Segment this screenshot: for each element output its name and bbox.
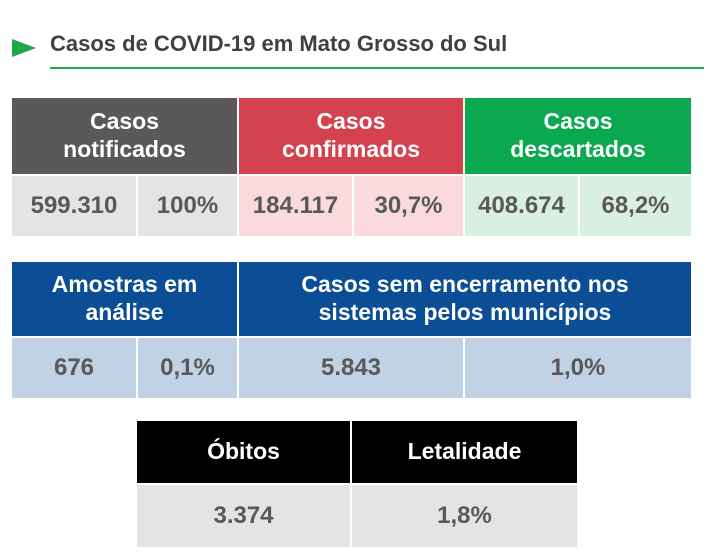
- notificados-percent: 100%: [138, 176, 237, 236]
- header-letalidade: Letalidade: [352, 421, 577, 483]
- amostras-count: 676: [12, 338, 136, 398]
- title-bar: Casos de COVID-19 em Mato Grosso do Sul: [12, 26, 704, 69]
- amostras-percent: 0,1%: [138, 338, 237, 398]
- descartados-percent: 68,2%: [580, 176, 691, 236]
- header-casos-descartados: Casos descartados: [465, 98, 691, 174]
- sem-encerramento-count: 5.843: [239, 338, 463, 398]
- header-obitos: Óbitos: [137, 421, 350, 483]
- title-divider: [50, 67, 704, 69]
- header-casos-notificados: Casos notificados: [12, 98, 237, 174]
- confirmados-percent: 30,7%: [354, 176, 463, 236]
- header-casos-confirmados: Casos confirmados: [239, 98, 463, 174]
- letalidade-value: 1,8%: [352, 485, 577, 547]
- descartados-count: 408.674: [465, 176, 578, 236]
- sem-encerramento-percent: 1,0%: [465, 338, 691, 398]
- header-amostras-em-analise: Amostras em análise: [12, 262, 237, 336]
- arrow-icon: [12, 39, 36, 57]
- page-title: Casos de COVID-19 em Mato Grosso do Sul: [50, 31, 508, 56]
- notificados-count: 599.310: [12, 176, 136, 236]
- header-casos-sem-encerramento: Casos sem encerramento nos sistemas pelo…: [239, 262, 691, 336]
- obitos-value: 3.374: [137, 485, 350, 547]
- confirmados-count: 184.117: [239, 176, 352, 236]
